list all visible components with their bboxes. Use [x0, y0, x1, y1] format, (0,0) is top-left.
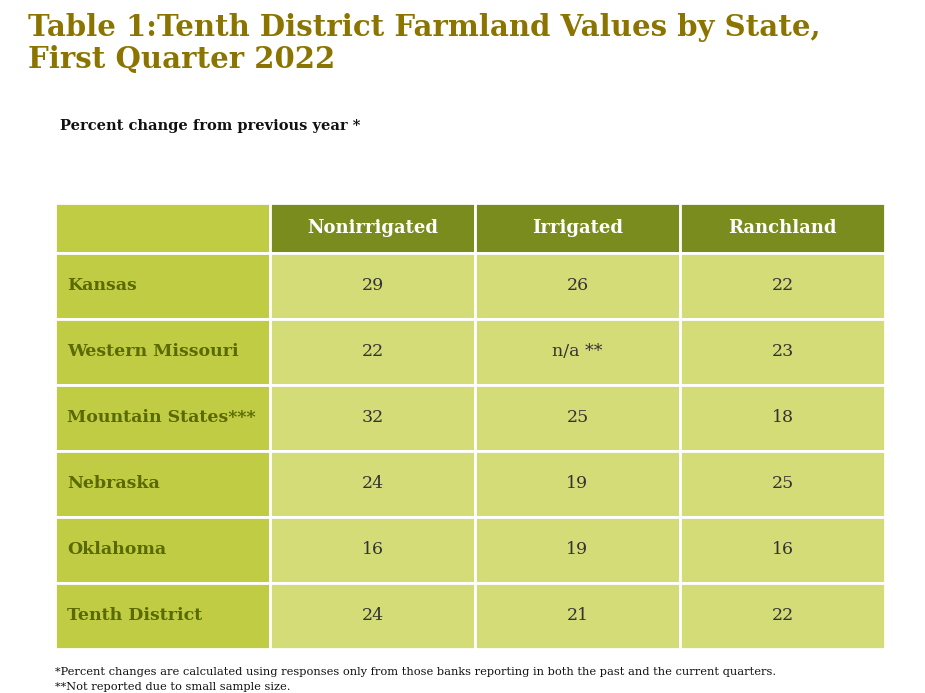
FancyBboxPatch shape	[680, 253, 885, 319]
FancyBboxPatch shape	[475, 319, 680, 385]
FancyBboxPatch shape	[270, 451, 475, 517]
FancyBboxPatch shape	[475, 517, 680, 583]
Text: 25: 25	[566, 410, 588, 426]
FancyBboxPatch shape	[680, 451, 885, 517]
Text: **Not reported due to small sample size.: **Not reported due to small sample size.	[55, 682, 290, 692]
FancyBboxPatch shape	[270, 319, 475, 385]
FancyBboxPatch shape	[270, 253, 475, 319]
FancyBboxPatch shape	[55, 203, 270, 253]
Text: 16: 16	[771, 541, 794, 559]
FancyBboxPatch shape	[680, 583, 885, 649]
FancyBboxPatch shape	[55, 517, 270, 583]
FancyBboxPatch shape	[680, 385, 885, 451]
FancyBboxPatch shape	[55, 319, 270, 385]
FancyBboxPatch shape	[475, 203, 680, 253]
Text: 16: 16	[362, 541, 384, 559]
Text: 22: 22	[362, 344, 384, 360]
Text: 23: 23	[771, 344, 794, 360]
FancyBboxPatch shape	[475, 385, 680, 451]
Text: Tenth District: Tenth District	[67, 608, 203, 624]
FancyBboxPatch shape	[55, 451, 270, 517]
Text: 19: 19	[566, 541, 588, 559]
FancyBboxPatch shape	[270, 203, 475, 253]
FancyBboxPatch shape	[680, 517, 885, 583]
FancyBboxPatch shape	[55, 385, 270, 451]
FancyBboxPatch shape	[680, 319, 885, 385]
Text: 22: 22	[771, 277, 794, 295]
Text: 25: 25	[771, 475, 794, 493]
Text: Nonirrigated: Nonirrigated	[307, 219, 438, 237]
FancyBboxPatch shape	[270, 583, 475, 649]
Text: 22: 22	[771, 608, 794, 624]
Text: Kansas: Kansas	[67, 277, 137, 295]
FancyBboxPatch shape	[270, 517, 475, 583]
FancyBboxPatch shape	[55, 253, 270, 319]
Text: *Percent changes are calculated using responses only from those banks reporting : *Percent changes are calculated using re…	[55, 667, 776, 677]
Text: 32: 32	[362, 410, 384, 426]
Text: n/a **: n/a **	[552, 344, 603, 360]
FancyBboxPatch shape	[680, 203, 885, 253]
Text: 19: 19	[566, 475, 588, 493]
FancyBboxPatch shape	[55, 583, 270, 649]
FancyBboxPatch shape	[475, 583, 680, 649]
Text: Ranchland: Ranchland	[728, 219, 837, 237]
Text: 26: 26	[566, 277, 588, 295]
FancyBboxPatch shape	[475, 253, 680, 319]
Text: Percent change from previous year *: Percent change from previous year *	[60, 119, 361, 133]
Text: 21: 21	[566, 608, 588, 624]
FancyBboxPatch shape	[270, 385, 475, 451]
Text: Irrigated: Irrigated	[532, 219, 623, 237]
Text: 18: 18	[771, 410, 794, 426]
Text: Nebraska: Nebraska	[67, 475, 160, 493]
Text: Table 1:Tenth District Farmland Values by State,: Table 1:Tenth District Farmland Values b…	[28, 13, 820, 42]
Text: Western Missouri: Western Missouri	[67, 344, 239, 360]
Text: 24: 24	[362, 608, 384, 624]
Text: Mountain States***: Mountain States***	[67, 410, 255, 426]
Text: First Quarter 2022: First Quarter 2022	[28, 45, 335, 74]
FancyBboxPatch shape	[475, 451, 680, 517]
Text: Oklahoma: Oklahoma	[67, 541, 166, 559]
Text: 24: 24	[362, 475, 384, 493]
Text: 29: 29	[362, 277, 384, 295]
